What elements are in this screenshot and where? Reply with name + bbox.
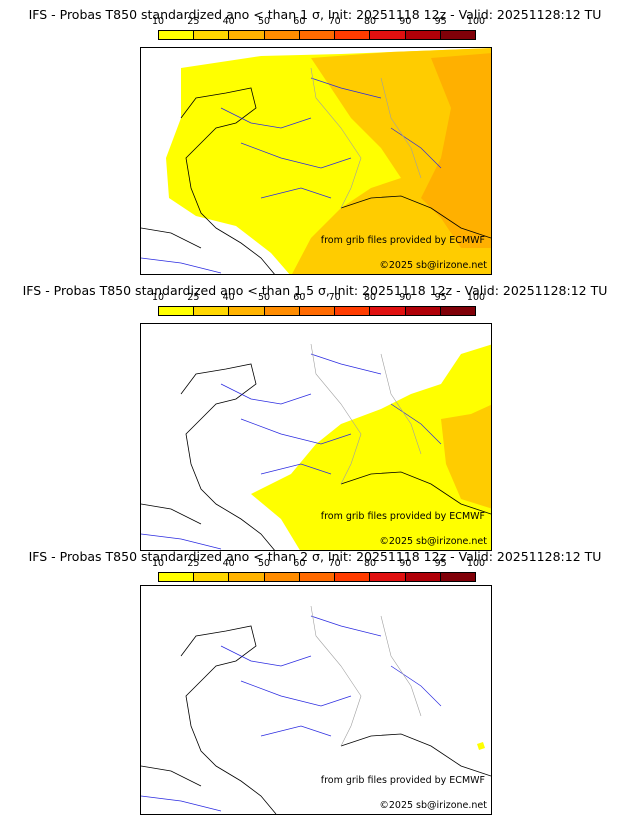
colorbar-boxes: [158, 572, 476, 582]
colorbar-tick-label: 60: [293, 292, 306, 303]
coastline: [141, 363, 491, 550]
colorbar-tick-labels: 10 25 40 50 60 70 80 90 95 100: [152, 16, 485, 28]
colorbar-swatch: [229, 31, 265, 39]
colorbar-swatch: [159, 573, 195, 581]
colorbar-swatch: [194, 307, 230, 315]
colorbar-tick-label: 50: [257, 16, 271, 27]
colorbar-tick-label: 40: [222, 292, 235, 303]
colorbar-tick-label: 40: [222, 558, 235, 569]
probability-map: from grib files provided by ECMWF ©2025 …: [140, 323, 492, 551]
forecast-panel-2sigma: IFS - Probas T850 standardized ano < tha…: [0, 549, 630, 828]
colorbar-tick-labels: 10 25 40 50 60 70 80 90 95 100: [152, 558, 485, 570]
map-credit: from grib files provided by ECMWF: [320, 235, 485, 246]
panel-title: IFS - Probas T850 standardized ano < tha…: [28, 7, 602, 22]
map-copyright: ©2025 sb@irizone.net: [379, 260, 487, 271]
colorbar-tick-label: 10: [151, 558, 165, 569]
map-copyright: ©2025 sb@irizone.net: [379, 800, 487, 811]
map-credit: from grib files provided by ECMWF: [320, 775, 485, 786]
colorbar-tick-label: 70: [328, 16, 341, 27]
colorbar-tick-label: 80: [363, 16, 377, 27]
colorbar-tick-label: 95: [434, 16, 447, 27]
probability-map: from grib files provided by ECMWF ©2025 …: [140, 585, 492, 815]
colorbar-tick-label: 90: [399, 558, 412, 569]
probability-fill-40: [421, 53, 491, 248]
colorbar-swatch: [299, 573, 336, 581]
rivers: [141, 353, 442, 550]
map-copyright: ©2025 sb@irizone.net: [379, 536, 487, 547]
colorbar-swatch: [335, 31, 371, 39]
rivers: [141, 615, 442, 812]
colorbar-swatch: [264, 307, 300, 315]
colorbar-tick-label: 90: [399, 292, 412, 303]
colorbar-swatch: [229, 307, 265, 315]
colorbar-swatch: [194, 573, 230, 581]
colorbar-tick-labels: 10 25 40 50 60 70 80 90 95 100: [152, 292, 485, 304]
colorbar-swatch: [159, 31, 195, 39]
colorbar-swatch: [264, 573, 300, 581]
colorbar-tick-label: 50: [257, 292, 271, 303]
colorbar-swatch: [264, 31, 300, 39]
coastline: [141, 625, 491, 814]
colorbar-tick-label: 100: [466, 292, 486, 303]
forecast-panel-1sigma: IFS - Probas T850 standardized ano < tha…: [0, 0, 630, 276]
colorbar-tick-label: 80: [363, 292, 377, 303]
panel-title: IFS - Probas T850 standardized ano < tha…: [22, 283, 608, 298]
rivers: [141, 77, 442, 274]
probability-fill-10: [477, 742, 485, 750]
colorbar-tick-label: 90: [399, 16, 412, 27]
coastline: [141, 87, 491, 274]
colorbar-tick-label: 100: [466, 16, 486, 27]
colorbar-tick-label: 60: [293, 16, 306, 27]
probability-fill-25: [441, 404, 491, 509]
colorbar-tick-label: 25: [187, 16, 200, 27]
colorbar-swatch: [440, 573, 475, 581]
colorbar-tick-label: 10: [151, 292, 165, 303]
colorbar-boxes: [158, 306, 476, 316]
colorbar-tick-label: 25: [187, 292, 200, 303]
colorbar-tick-label: 95: [434, 558, 447, 569]
colorbar-swatch: [440, 307, 475, 315]
colorbar-swatch: [335, 573, 371, 581]
colorbar: 10 25 40 50 60 70 80 90 95 100: [152, 16, 485, 44]
colorbar-swatch: [405, 307, 441, 315]
colorbar-swatch: [335, 307, 371, 315]
colorbar-swatch: [299, 307, 336, 315]
colorbar-tick-label: 70: [328, 292, 341, 303]
colorbar: 10 25 40 50 60 70 80 90 95 100: [152, 558, 485, 586]
map-graphic: [141, 343, 491, 550]
map-graphic: [141, 48, 491, 274]
colorbar-swatch: [370, 31, 406, 39]
colorbar: 10 25 40 50 60 70 80 90 95 100: [152, 292, 485, 320]
colorbar-swatch: [194, 31, 230, 39]
colorbar-tick-label: 60: [293, 558, 306, 569]
colorbar-tick-label: 100: [466, 558, 486, 569]
probability-map: from grib files provided by ECMWF ©2025 …: [140, 47, 492, 275]
panel-title: IFS - Probas T850 standardized ano < tha…: [28, 549, 602, 564]
probability-fill-10: [251, 344, 491, 550]
colorbar-swatch: [405, 31, 441, 39]
colorbar-swatch: [159, 307, 195, 315]
borders: [310, 605, 422, 747]
colorbar-swatch: [299, 31, 336, 39]
colorbar-swatch: [405, 573, 441, 581]
map-graphic: [141, 605, 491, 814]
colorbar-swatch: [229, 573, 265, 581]
colorbar-tick-label: 10: [151, 16, 165, 27]
borders: [310, 343, 422, 485]
colorbar-boxes: [158, 30, 476, 40]
colorbar-tick-label: 70: [328, 558, 341, 569]
colorbar-tick-label: 40: [222, 16, 235, 27]
colorbar-tick-label: 50: [257, 558, 271, 569]
forecast-panel-1-5sigma: IFS - Probas T850 standardized ano < tha…: [0, 276, 630, 552]
map-credit: from grib files provided by ECMWF: [320, 511, 485, 522]
colorbar-swatch: [440, 31, 475, 39]
colorbar-tick-label: 80: [363, 558, 377, 569]
colorbar-swatch: [370, 307, 406, 315]
colorbar-tick-label: 95: [434, 292, 447, 303]
borders: [310, 67, 422, 209]
colorbar-tick-label: 25: [187, 558, 200, 569]
colorbar-swatch: [370, 573, 406, 581]
